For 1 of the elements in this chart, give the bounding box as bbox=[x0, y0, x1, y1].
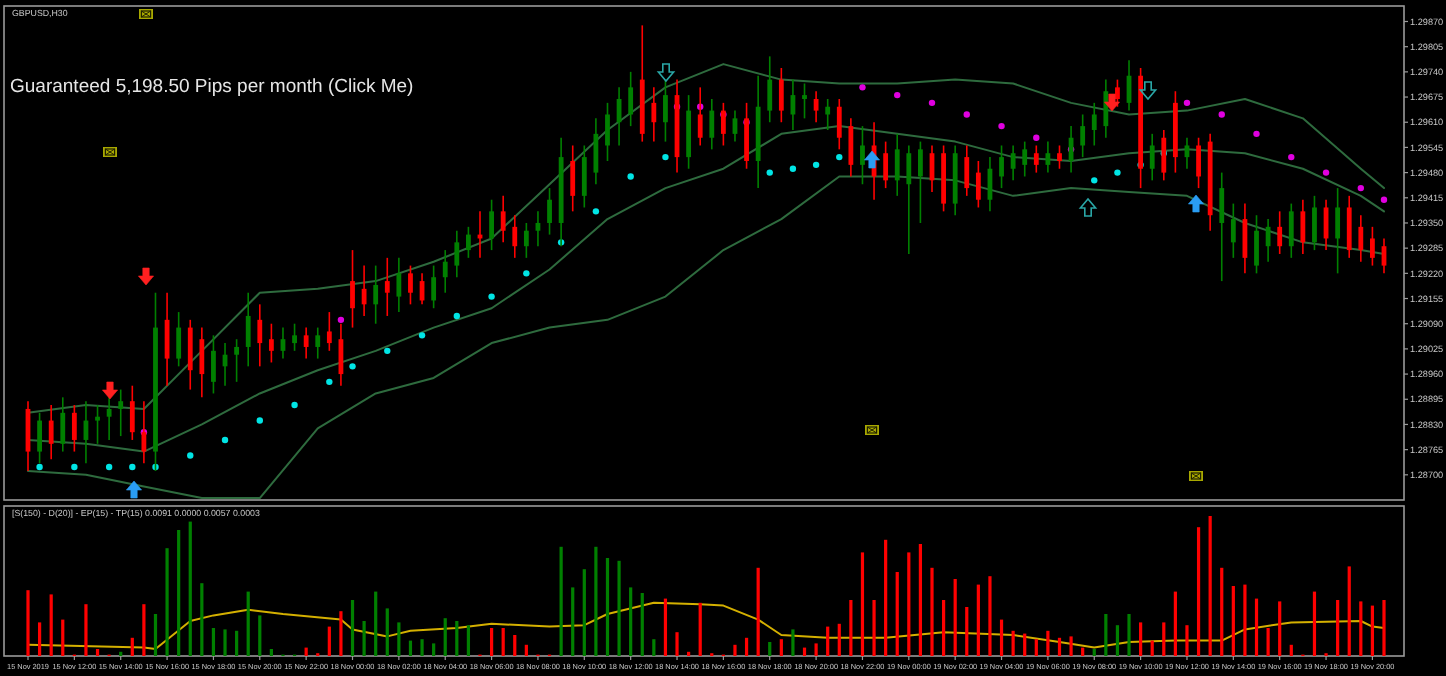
annotation: Guaranteed 5,198.50 Pips per month (Click Me) bbox=[10, 76, 414, 98]
